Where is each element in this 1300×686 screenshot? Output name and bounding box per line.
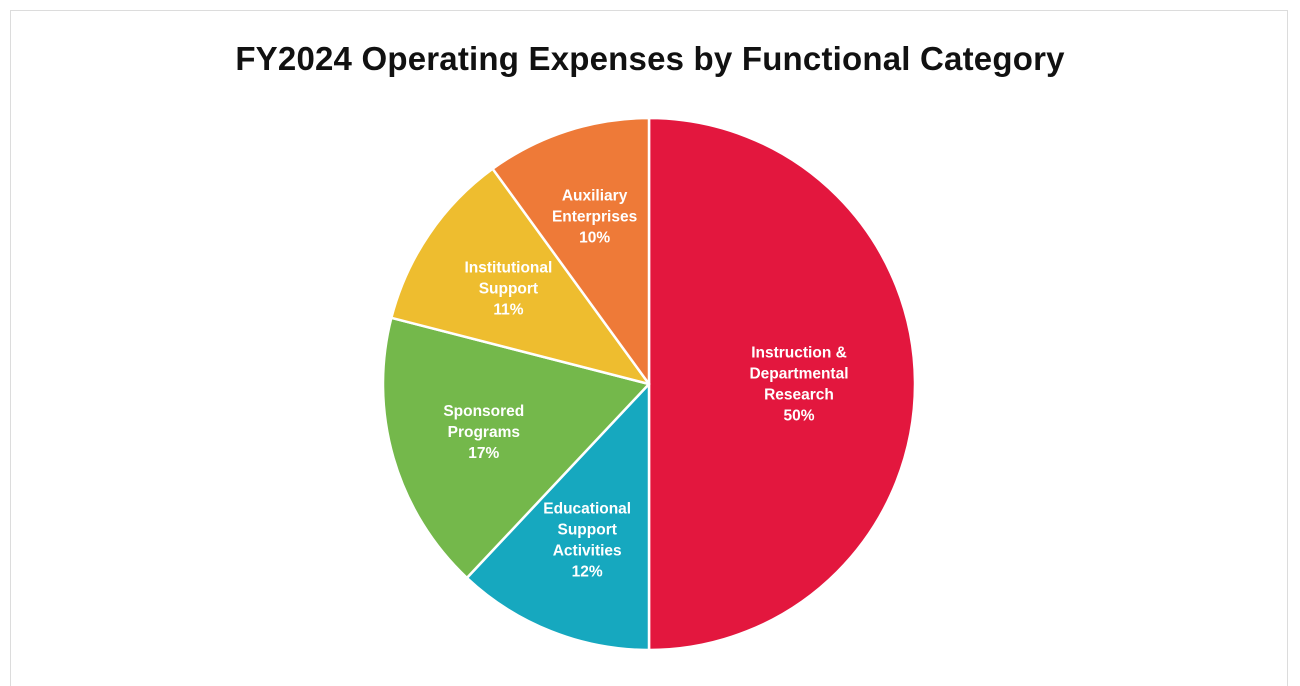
slice-label-auxiliary-enterprises: Auxiliary Enterprises 10%	[552, 188, 637, 247]
pie-slice-institutional-support	[390, 167, 651, 386]
slice-label-line: Sponsored	[443, 403, 524, 420]
slice-label-educational-support-activities: Educational Support Activities 12%	[543, 501, 631, 581]
slice-label-line: Departmental	[749, 366, 848, 383]
slice-label-line: Auxiliary	[562, 188, 628, 205]
slice-label-line: Support	[557, 522, 616, 539]
slice-label-line: 12%	[572, 564, 603, 581]
slice-label-line: 17%	[468, 445, 499, 462]
slice-label-sponsored-programs: Sponsored Programs 17%	[443, 403, 524, 462]
slice-label-line: 50%	[783, 408, 814, 425]
pie-slice-auxiliary-enterprises	[491, 116, 651, 386]
slice-label-line: Programs	[448, 424, 520, 441]
slice-label-line: Institutional	[464, 259, 552, 276]
slice-label-line: 10%	[579, 230, 610, 247]
slice-label-line: Activities	[553, 543, 622, 560]
pie-labels: Instruction & Departmental Research 50% Educ…	[443, 188, 848, 581]
pie-slice-instruction-and-departmental-research	[647, 116, 917, 652]
pie-slice-sponsored-programs	[381, 316, 651, 580]
slice-label-line: 11%	[493, 301, 523, 318]
slice-label-institutional-support: Institutional Support 11%	[464, 259, 552, 318]
slice-label-line: Research	[764, 387, 834, 404]
slice-label-line: Instruction &	[751, 345, 847, 362]
chart-title: FY2024 Operating Expenses by Functional …	[235, 40, 1065, 77]
pie-slice-educational-support-activities	[465, 382, 651, 652]
slice-label-instruction-and-departmental-research: Instruction & Departmental Research 50%	[749, 345, 848, 425]
slice-label-line: Enterprises	[552, 209, 637, 226]
slice-label-line: Support	[479, 280, 538, 297]
slice-label-line: Educational	[543, 501, 631, 518]
pie-slices	[381, 116, 917, 652]
